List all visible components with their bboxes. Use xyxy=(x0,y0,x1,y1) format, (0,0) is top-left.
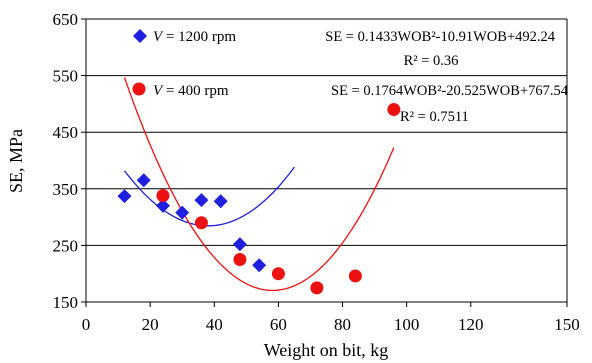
y-tick-label: 350 xyxy=(53,180,79,199)
ticks: 150 250 350 450 550 650 0 20 40 60 80 100 120 150 xyxy=(53,10,580,334)
y-tick-label: 150 xyxy=(53,293,79,312)
data-point-diamond xyxy=(117,189,132,204)
trendline-series-1 xyxy=(123,77,395,292)
data-point-circle xyxy=(233,253,247,267)
data-point-diamond xyxy=(194,193,209,208)
y-tick-label: 250 xyxy=(53,236,79,255)
y-tick-label: 550 xyxy=(53,67,79,86)
legend: V = 1200 rpm V = 400 rpm xyxy=(132,29,236,99)
y-tick-label: 450 xyxy=(53,123,79,142)
data-points xyxy=(117,103,401,295)
x-axis-label: Weight on bit, kg xyxy=(264,340,389,360)
legend-diamond-marker xyxy=(133,29,147,43)
legend-label-1200rpm: V = 1200 rpm xyxy=(153,29,236,45)
data-point-diamond xyxy=(136,173,151,188)
equation-400rpm: SE = 0.1764WOB²-20.525WOB+767.54 xyxy=(331,83,569,99)
legend-item-1200rpm: V = 1200 rpm xyxy=(133,29,236,45)
legend-label-400rpm: V = 400 rpm xyxy=(153,83,229,99)
x-tick-label: 0 xyxy=(82,315,91,334)
x-tick-label: 20 xyxy=(142,315,159,334)
data-point-diamond xyxy=(155,198,170,213)
data-point-circle xyxy=(271,267,285,281)
trendlines xyxy=(123,77,395,292)
data-point-diamond xyxy=(175,205,190,220)
grid xyxy=(86,18,567,303)
legend-item-400rpm: V = 400 rpm xyxy=(132,82,229,99)
x-tick-label: 100 xyxy=(394,315,420,334)
data-point-circle xyxy=(194,216,208,230)
x-tick-label: 80 xyxy=(334,315,351,334)
data-point-diamond xyxy=(213,194,228,209)
trendline-series-0 xyxy=(123,166,295,227)
x-tick-label: 40 xyxy=(206,315,223,334)
data-point-circle xyxy=(387,103,401,117)
data-point-circle xyxy=(156,189,170,203)
data-point-circle xyxy=(348,269,362,283)
r2-400rpm: R² = 0.7511 xyxy=(400,109,469,125)
x-tick-label: 150 xyxy=(554,315,580,334)
x-tick-label: 60 xyxy=(270,315,287,334)
data-point-diamond xyxy=(252,258,267,273)
x-tick-label: 120 xyxy=(458,315,484,334)
y-tick-label: 650 xyxy=(53,10,79,29)
axes xyxy=(85,19,568,303)
r2-1200rpm: R² = 0.36 xyxy=(404,53,459,69)
y-axis-label: SE, MPa xyxy=(6,129,26,193)
data-point-diamond xyxy=(232,237,247,252)
equation-1200rpm: SE = 0.1433WOB²-10.91WOB+492.24 xyxy=(325,29,555,45)
legend-circle-marker xyxy=(132,82,146,96)
data-point-circle xyxy=(310,281,324,295)
